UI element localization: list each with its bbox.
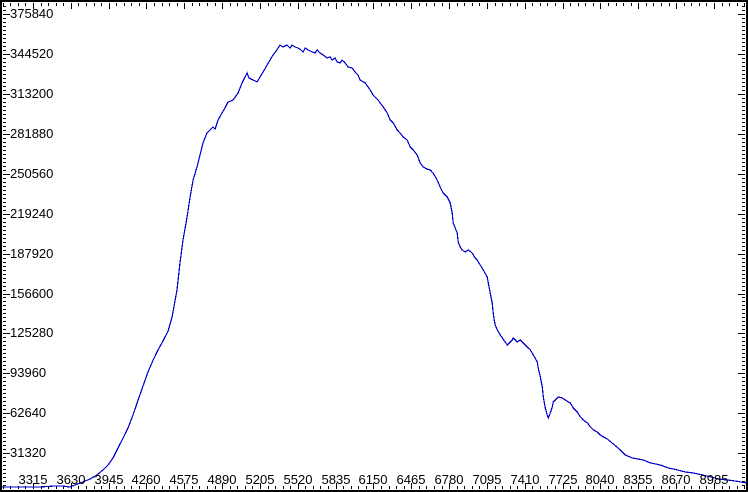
x-tick-label: 3630 — [56, 472, 86, 487]
x-tick-label: 7095 — [472, 472, 502, 487]
x-tick-label: 3945 — [94, 472, 124, 487]
y-tick-label: 93960 — [10, 365, 47, 380]
x-tick-label: 8040 — [585, 472, 615, 487]
y-tick-label: 219240 — [10, 206, 54, 221]
y-tick-label: 375840 — [10, 6, 54, 21]
y-tick-label: 31320 — [10, 445, 47, 460]
x-tick-label: 6465 — [396, 472, 426, 487]
x-tick-label: 7410 — [510, 472, 540, 487]
x-tick-label: 4575 — [169, 472, 199, 487]
x-tick-label: 6780 — [434, 472, 464, 487]
y-tick-label: 187920 — [10, 246, 54, 261]
y-tick-label: 281880 — [10, 126, 54, 141]
y-tick-label: 156600 — [10, 286, 54, 301]
x-tick-label: 6150 — [358, 472, 388, 487]
x-tick-label: 5205 — [245, 472, 275, 487]
x-tick-label: 4890 — [207, 472, 237, 487]
x-tick-label: 3315 — [18, 472, 48, 487]
y-tick-label: 313200 — [10, 86, 54, 101]
x-tick-label: 8670 — [661, 472, 691, 487]
y-tick-label: 125280 — [10, 325, 54, 340]
x-tick-label: 5520 — [283, 472, 313, 487]
y-tick-label: 62640 — [10, 405, 47, 420]
y-tick-label: 344520 — [10, 46, 54, 61]
spectrum-line — [2, 44, 747, 488]
y-tick-label: 250560 — [10, 166, 54, 181]
x-tick-label: 8985 — [699, 472, 729, 487]
x-tick-label: 4260 — [131, 472, 161, 487]
x-tick-label: 8355 — [623, 472, 653, 487]
x-tick-label: 7725 — [548, 472, 578, 487]
x-tick-label: 5835 — [321, 472, 351, 487]
